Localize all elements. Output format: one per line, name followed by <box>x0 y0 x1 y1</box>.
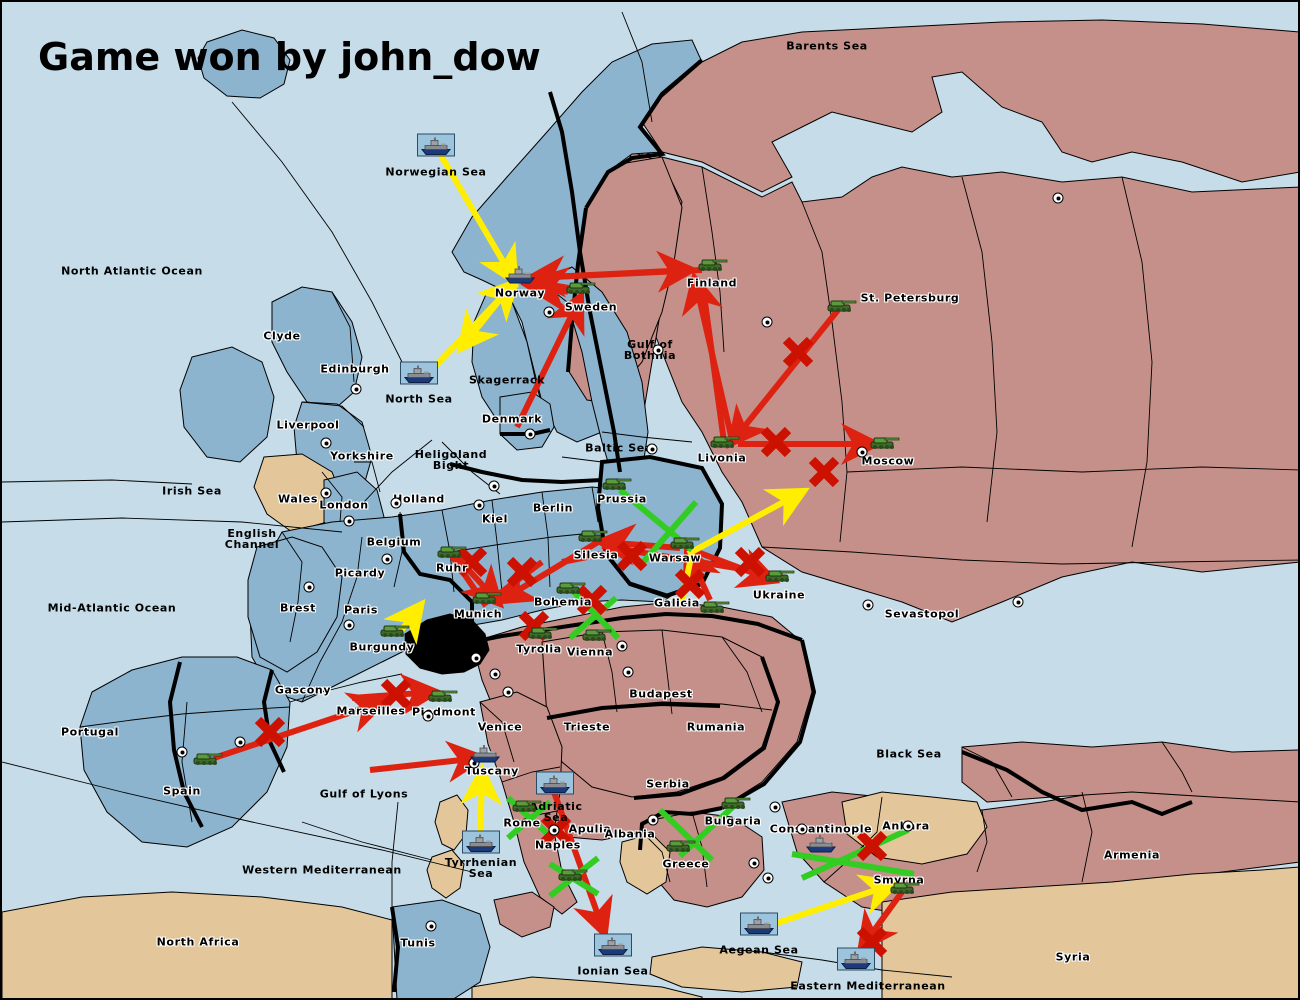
army-unit-icon[interactable] <box>708 432 740 450</box>
supply-center-icon <box>320 487 332 499</box>
fleet-unit-icon[interactable] <box>740 912 778 936</box>
supply-center-icon <box>762 872 774 884</box>
army-unit-icon[interactable] <box>664 836 696 854</box>
supply-center-icon <box>343 515 355 527</box>
army-unit-icon[interactable] <box>825 296 857 314</box>
fleet-unit-icon[interactable] <box>417 133 455 157</box>
supply-center-icon <box>652 344 664 356</box>
supply-center-icon <box>390 497 402 509</box>
army-unit-icon[interactable] <box>435 542 467 560</box>
supply-center-icon <box>796 823 808 835</box>
supply-center-icon <box>548 824 560 836</box>
supply-center-icon <box>176 746 188 758</box>
supply-center-icon <box>862 599 874 611</box>
supply-center-icon <box>303 581 315 593</box>
army-unit-icon[interactable] <box>564 278 596 296</box>
supply-center-icon <box>616 640 628 652</box>
army-unit-icon[interactable] <box>719 793 751 811</box>
army-unit-icon[interactable] <box>668 533 700 551</box>
army-unit-icon[interactable] <box>378 621 410 639</box>
supply-center-icon <box>473 499 485 511</box>
supply-center-icon <box>748 857 760 869</box>
army-unit-icon[interactable] <box>576 526 608 544</box>
fleet-unit-icon[interactable] <box>536 771 574 795</box>
army-unit-icon[interactable] <box>191 749 223 767</box>
supply-center-icon <box>769 801 781 813</box>
supply-center-icon <box>488 480 500 492</box>
supply-center-icon <box>425 920 437 932</box>
army-unit-icon[interactable] <box>600 474 632 492</box>
supply-center-icon <box>422 710 434 722</box>
supply-center-icon <box>489 668 501 680</box>
fleet-unit-icon[interactable] <box>805 835 837 853</box>
supply-center-icon <box>622 666 634 678</box>
supply-center-icon <box>1012 596 1024 608</box>
supply-center-icon <box>502 686 514 698</box>
fleet-unit-icon[interactable] <box>504 266 536 284</box>
supply-center-icon <box>524 428 536 440</box>
fleet-unit-icon[interactable] <box>837 947 875 971</box>
supply-center-icon <box>646 443 658 455</box>
army-unit-icon[interactable] <box>696 255 728 273</box>
army-unit-icon[interactable] <box>554 578 586 596</box>
army-unit-icon[interactable] <box>510 796 542 814</box>
supply-center-icon <box>1052 192 1064 204</box>
fleet-unit-icon[interactable] <box>469 745 501 763</box>
army-unit-icon[interactable] <box>763 566 795 584</box>
supply-center-icon <box>234 736 246 748</box>
supply-center-icon <box>343 619 355 631</box>
supply-center-icon <box>470 652 482 664</box>
page-title: Game won by john_dow <box>38 35 541 80</box>
army-unit-icon[interactable] <box>580 625 612 643</box>
supply-center-icon <box>320 437 332 449</box>
army-unit-icon[interactable] <box>470 588 502 606</box>
supply-center-icon <box>856 446 868 458</box>
supply-center-icon <box>902 820 914 832</box>
fleet-unit-icon[interactable] <box>594 933 632 957</box>
army-unit-icon[interactable] <box>526 623 558 641</box>
fleet-unit-icon[interactable] <box>462 830 500 854</box>
army-unit-icon[interactable] <box>888 878 920 896</box>
supply-center-icon <box>543 306 555 318</box>
supply-center-icon <box>350 383 362 395</box>
army-unit-icon[interactable] <box>426 686 458 704</box>
fleet-unit-icon[interactable] <box>400 361 438 385</box>
army-unit-icon[interactable] <box>698 597 730 615</box>
supply-center-icon <box>761 316 773 328</box>
supply-center-icon <box>647 814 659 826</box>
army-unit-icon[interactable] <box>868 433 900 451</box>
army-unit-icon[interactable] <box>556 865 588 883</box>
supply-center-icon <box>381 553 393 565</box>
